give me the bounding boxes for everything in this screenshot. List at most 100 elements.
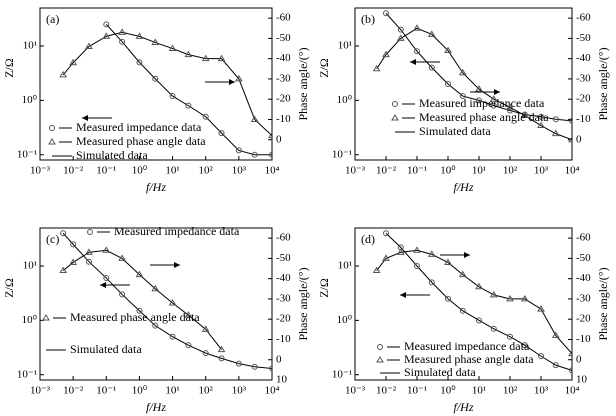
phase-marker	[568, 135, 572, 143]
impedance-marker	[507, 107, 513, 114]
phase-marker	[135, 32, 144, 39]
y-tick-label: 10⁰	[22, 314, 38, 326]
phase-marker	[413, 24, 421, 31]
x-tick-label: 10⁴	[265, 165, 280, 177]
y2-tick-label: -50	[276, 252, 291, 264]
impedance-marker	[60, 230, 67, 237]
phase-marker	[217, 345, 226, 353]
legend-symbol	[377, 344, 383, 350]
impedance-marker	[169, 93, 176, 100]
impedance-marker	[269, 151, 272, 158]
phase-marker	[537, 121, 545, 129]
panel-label: (d)	[361, 232, 375, 246]
arrow-head	[464, 252, 470, 258]
plot-frame	[39, 7, 273, 161]
x-tick-label: 10²	[503, 385, 518, 397]
y-axis-title: Z/Ω	[317, 58, 331, 78]
y-tick-label: 10¹	[338, 260, 352, 272]
impedance-marker	[103, 275, 110, 282]
legend-symbol	[42, 314, 50, 321]
phase-marker	[427, 30, 436, 37]
y2-axis-title: Phase angle/(°)	[296, 47, 310, 120]
legend-label: Simulated data	[76, 148, 148, 162]
phase-marker	[234, 74, 243, 82]
phase-marker	[520, 111, 529, 118]
impedance-marker	[251, 363, 258, 370]
simulated-line	[385, 12, 572, 122]
phase-marker	[551, 129, 560, 137]
y2-tick-label: -20	[576, 313, 591, 325]
x-tick-label: 10⁻²	[63, 385, 84, 397]
impedance-marker	[235, 360, 242, 367]
phase-marker	[458, 68, 467, 76]
impedance-marker	[459, 93, 466, 100]
legend-label: Measured impedance data	[114, 224, 240, 238]
phase-marker	[217, 54, 226, 62]
y2-tick-label: -50	[276, 32, 291, 44]
y2-axis-title: Phase angle/(°)	[596, 47, 610, 120]
y-tick-label: 10⁰	[337, 314, 353, 326]
y2-tick-label: 0	[576, 353, 582, 365]
phase-marker	[372, 64, 381, 72]
legend-symbol	[87, 229, 93, 235]
legend-label: Measured impedance data	[404, 339, 530, 353]
arrow-head	[400, 292, 406, 298]
phase-marker	[69, 258, 78, 265]
y2-tick-label: -40	[276, 52, 291, 64]
arrow-head	[229, 79, 235, 85]
y2-tick-label: -40	[576, 272, 591, 284]
impedance-marker	[476, 317, 482, 324]
simulated-line	[105, 24, 272, 156]
phase-marker	[102, 32, 111, 39]
phase-marker	[168, 299, 177, 306]
phase-marker	[184, 311, 193, 318]
y-axis-title: Z/Ω	[2, 278, 16, 298]
y2-tick-label: -10	[276, 113, 291, 125]
x-tick-label: 10²	[199, 165, 214, 177]
x-tick-label: 10³	[534, 165, 549, 177]
x-axis-title: f/Hz	[453, 180, 473, 194]
arrow-head	[494, 89, 500, 95]
y2-tick-label: -60	[276, 232, 291, 244]
y2-tick-label: -20	[276, 313, 291, 325]
impedance-marker	[383, 10, 389, 17]
impedance-marker	[552, 362, 559, 369]
x-tick-label: 10¹	[472, 385, 486, 397]
impedance-marker	[269, 365, 272, 372]
impedance-marker	[235, 147, 242, 154]
plot-frame	[354, 7, 573, 161]
impedance-marker	[185, 342, 192, 349]
x-tick-label: 10³	[232, 165, 247, 177]
plot-frame	[39, 227, 273, 381]
phase-marker	[382, 50, 390, 58]
phase-marker	[551, 331, 560, 338]
impedance-marker	[202, 350, 209, 357]
phase-marker	[506, 103, 514, 110]
phase-marker	[520, 294, 529, 302]
x-axis-title: f/Hz	[146, 180, 166, 194]
impedance-marker	[119, 291, 126, 298]
legend-label: Measured impedance data	[419, 96, 545, 110]
y2-tick-label: -10	[576, 333, 591, 345]
x-tick-label: 10¹	[165, 165, 179, 177]
y2-tick-label: -50	[576, 32, 591, 44]
legend-label: Simulated data	[404, 365, 476, 379]
phase-marker	[102, 246, 111, 253]
x-axis-title: f/Hz	[453, 400, 473, 414]
legend-label: Simulated data	[70, 342, 142, 356]
impedance-marker	[538, 113, 544, 120]
arrow-head	[410, 59, 416, 65]
x-tick-label: 10⁻³	[345, 165, 366, 177]
impedance-marker	[428, 64, 435, 71]
panel-label: (c)	[46, 232, 59, 246]
phase-marker	[118, 28, 126, 35]
y-tick-label: 10⁻¹	[17, 368, 37, 380]
phase-marker	[396, 34, 405, 41]
impedance-marker	[218, 355, 225, 362]
phase-marker	[135, 270, 144, 278]
y2-tick-label: -60	[576, 12, 591, 24]
y2-axis-title: Phase angle/(°)	[296, 267, 310, 340]
simulated-line	[385, 232, 572, 371]
y2-tick-label: -30	[276, 292, 291, 304]
